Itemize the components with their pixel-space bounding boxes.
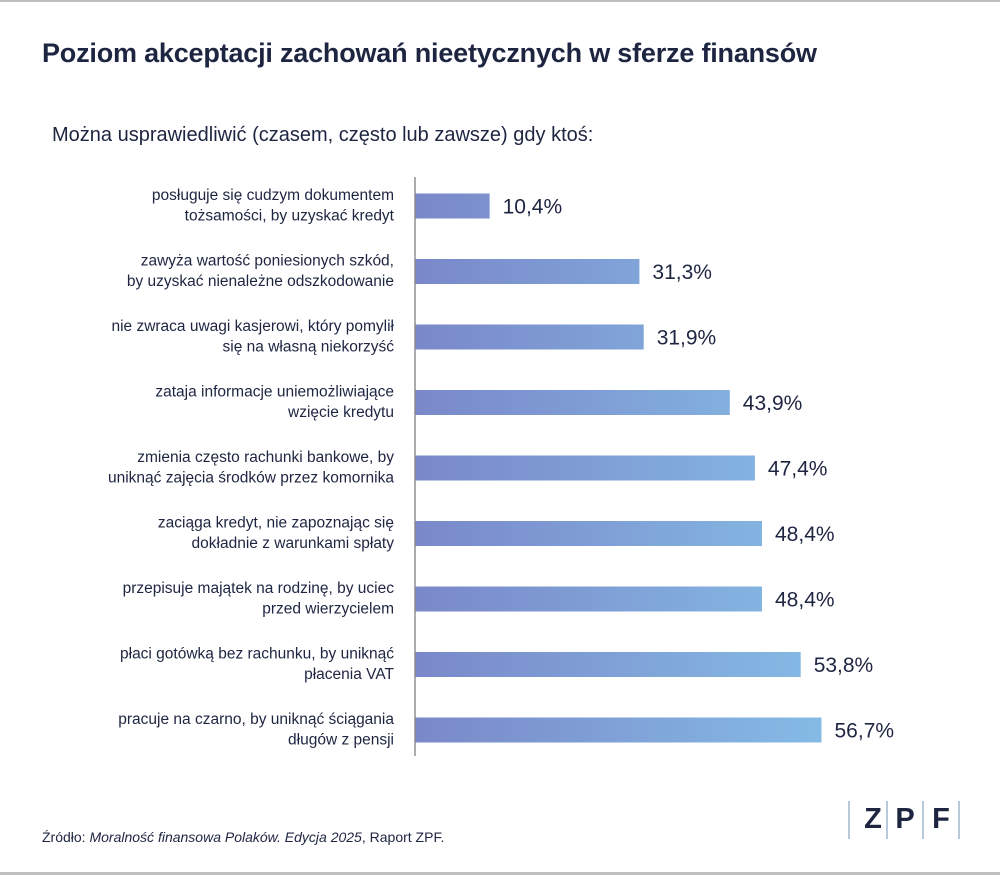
logo-letter-z: Z xyxy=(864,803,882,835)
source-note: Źródło: Moralność finansowa Polaków. Edy… xyxy=(42,829,444,845)
bars-layer: 10,4% posługuje się cudzym dokumentem tożs… xyxy=(108,187,894,749)
category-label-line: zataja informacje uniemożliwiające xyxy=(155,384,394,401)
value-label-3: 31,9% xyxy=(657,327,717,350)
source-publication: Moralność finansowa Polaków. Edycja 2025 xyxy=(89,829,362,845)
logo-divider xyxy=(848,801,850,839)
category-label-line: przepisuje majątek na rodzinę, by uciec xyxy=(123,580,395,597)
logo-divider xyxy=(958,801,960,839)
bar-1 xyxy=(415,193,490,219)
category-label-2: zawyża wartość poniesionych szkód, by uzy… xyxy=(127,253,394,291)
bar-3 xyxy=(415,324,644,350)
category-label-8: płaci gotówką bez rachunku, by uniknąć pł… xyxy=(120,646,395,684)
logo-letter-f: F xyxy=(932,803,950,835)
bar-4 xyxy=(415,390,730,415)
logo-letter-p: P xyxy=(895,803,915,835)
category-label-9: pracuje na czarno, by uniknąć ściągania d… xyxy=(118,711,394,749)
category-label-4: zataja informacje uniemożliwiające wzięci… xyxy=(155,384,394,422)
value-label-9: 56,7% xyxy=(835,720,895,743)
bottom-rule xyxy=(0,872,1000,875)
top-rule xyxy=(0,0,1000,2)
source-prefix: Źródło: xyxy=(42,829,90,845)
category-label-line: nie zwraca uwagi kasjerowi, który pomyli… xyxy=(111,318,394,335)
category-label-line: dokładnie z warunkami spłaty xyxy=(192,535,395,552)
category-label-line: posługuje się cudzym dokumentem xyxy=(152,187,394,204)
bar-8 xyxy=(415,652,801,677)
bar-2 xyxy=(415,259,640,284)
category-label-line: uniknąć zajęcia środków przez komornika xyxy=(108,470,394,487)
value-label-7: 48,4% xyxy=(775,589,835,612)
value-label-4: 43,9% xyxy=(743,392,803,415)
chart-subtitle: Można usprawiedliwić (czasem, często lub… xyxy=(52,124,594,146)
chart-title: Poziom akceptacji zachowań nieetycznych … xyxy=(42,38,817,68)
value-label-8: 53,8% xyxy=(814,654,874,677)
category-label-line: tożsamości, by uzyskać kredyt xyxy=(185,208,395,225)
source-suffix: , Raport ZPF. xyxy=(361,829,445,845)
category-label-line: się na własną niekorzyść xyxy=(223,339,395,356)
value-label-1: 10,4% xyxy=(503,196,563,219)
logo-divider xyxy=(886,801,888,839)
category-label-3: nie zwraca uwagi kasjerowi, który pomyli… xyxy=(111,318,394,356)
bar-9 xyxy=(415,717,822,743)
category-label-line: by uzyskać nienależne odszkodowanie xyxy=(127,273,394,290)
category-label-6: zaciąga kredyt, nie zapoznając się dokład… xyxy=(158,515,394,553)
category-label-line: długów z pensji xyxy=(288,732,394,749)
category-label-1: posługuje się cudzym dokumentem tożsamośc… xyxy=(152,187,395,225)
category-label-line: płaci gotówką bez rachunku, by uniknąć xyxy=(120,646,394,663)
category-label-7: przepisuje majątek na rodzinę, by uciec p… xyxy=(123,580,395,618)
logo-divider xyxy=(922,801,924,839)
category-label-line: wzięcie kredytu xyxy=(287,404,394,421)
category-label-line: pracuje na czarno, by uniknąć ściągania xyxy=(118,711,394,728)
bar-6 xyxy=(415,521,762,546)
bar-7 xyxy=(415,586,762,612)
category-label-5: zmienia często rachunki bankowe, by unikn… xyxy=(108,449,394,487)
category-label-line: zmienia często rachunki bankowe, by xyxy=(137,449,394,466)
category-label-line: przed wierzycielem xyxy=(262,601,394,618)
value-label-6: 48,4% xyxy=(775,523,835,546)
value-label-5: 47,4% xyxy=(768,458,828,481)
category-label-line: zawyża wartość poniesionych szkód, xyxy=(141,253,394,270)
bar-5 xyxy=(415,455,755,481)
category-label-line: płacenia VAT xyxy=(304,666,394,683)
value-label-2: 31,3% xyxy=(652,261,712,284)
zpf-logo: Z P F xyxy=(848,799,960,841)
category-label-line: zaciąga kredyt, nie zapoznając się xyxy=(158,515,394,532)
